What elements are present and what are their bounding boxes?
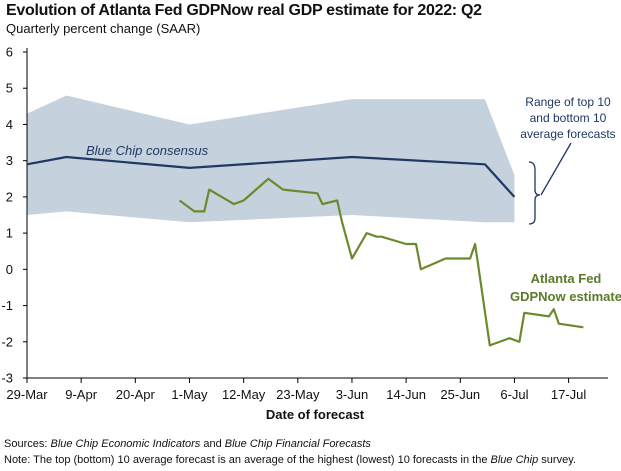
y-tick-label: 6 [6,45,13,60]
sources-footnote: Sources: Blue Chip Economic Indicators a… [4,438,371,450]
range-band [27,95,515,223]
y-tick-label: 1 [6,226,13,241]
range-band-layer [27,95,515,223]
series-layer [26,155,584,347]
x-tick-label: 9-Apr [65,387,97,402]
chart-title: Evolution of Atlanta Fed GDPNow real GDP… [6,2,482,19]
x-tick-label: 29-Mar [6,387,48,402]
gdpnow-line [178,177,584,347]
y-tick-label: -1 [1,298,13,313]
blue-chip-line [26,155,516,198]
gdpnow-annotation-line1: Atlanta Fed [531,271,602,286]
axis-layer [23,48,608,383]
y-tick-label: 0 [6,262,13,277]
x-tick-label: 17-Jul [551,387,587,402]
x-tick-label: 12-May [222,387,266,402]
x-tick-label: 1-May [171,387,208,402]
x-axis-label: Date of forecast [266,407,365,422]
x-tick-label: 23-May [276,387,320,402]
gdpnow-annotation-line2: GDPNow estimate [510,289,621,304]
y-tick-label: -2 [1,334,13,349]
y-tick-label: 2 [6,189,13,204]
y-tick-label: -3 [1,371,13,386]
x-tick-label: 20-Apr [116,387,156,402]
range-bracket [528,161,541,225]
range-annotation-line3: average forecasts [520,127,615,141]
x-tick-label: 14-Jun [386,387,426,402]
range-annotation-line1: Range of top 10 [525,95,611,109]
blue-chip-annotation: Blue Chip consensus [86,143,209,158]
x-tick-label: 3-Jun [336,387,369,402]
chart-subtitle: Quarterly percent change (SAAR) [6,21,201,36]
y-tick-label: 4 [6,117,13,132]
y-tick-label: 5 [6,81,13,96]
y-tick-label: 3 [6,153,13,168]
tick-label-layer: 6 5 4 3 2 1 0 -1 -2 -329-Mar 9-Apr 20-Apr 1-May 12-Ma… [1,45,586,403]
range-pointer-line [540,142,572,196]
x-tick-label: 25-Jun [440,387,480,402]
note-footnote: Note: The top (bottom) 10 average foreca… [4,454,576,466]
range-annotation-line2: and bottom 10 [530,111,607,125]
x-tick-label: 6-Jul [500,387,528,402]
